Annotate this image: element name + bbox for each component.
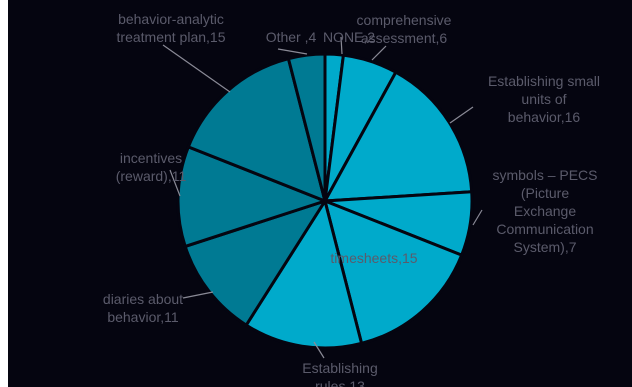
slice-label-line: comprehensive (357, 12, 452, 28)
slice-label-line: NONE,2 (323, 29, 375, 45)
slice-label-line: Other ,4 (266, 29, 317, 45)
slice-label-line: Establishing (302, 360, 378, 376)
slice-label-line: diaries about (103, 291, 183, 307)
slice-label: behavior-analytic treatment plan,15 (117, 11, 226, 45)
slice-label-line: units of (521, 91, 566, 107)
slice-label: Establishing small units of behavior,16 (488, 73, 600, 125)
leader-line (313, 341, 325, 359)
slice-label: timesheets,15 (330, 250, 417, 266)
slice-label-line: behavior,11 (107, 309, 179, 325)
pie-slices (176, 52, 474, 350)
slice-label: Other ,4 (266, 29, 317, 45)
slice-label: NONE,2 (323, 29, 375, 45)
slice-label-line: treatment plan,15 (117, 29, 226, 45)
slice-label-line: (Picture (521, 185, 569, 201)
leader-line (371, 45, 387, 61)
leader-line (182, 291, 214, 299)
slice-label-line: System),7 (513, 239, 576, 255)
pie-slice (323, 199, 464, 345)
leader-lines (162, 36, 483, 359)
leader-line (472, 209, 483, 226)
slice-label-line: rules,13 (315, 378, 365, 387)
slice-label-line: Communication (496, 221, 593, 237)
pie-slice (323, 70, 474, 203)
slice-label: comprehensive assessment,6 (357, 12, 452, 46)
slice-label-line: symbols – PECS (492, 167, 597, 183)
slice-label-line: timesheets,15 (330, 250, 417, 266)
leader-line (162, 44, 231, 93)
leader-line (169, 169, 181, 197)
pie-slice (183, 199, 327, 327)
slice-label: symbols – PECS (Picture Exchange Communicat… (492, 167, 597, 255)
slice-label-line: (reward),11 (116, 168, 187, 184)
slice-label-line: incentives (120, 150, 182, 166)
slice-label-line: behavior-analytic (118, 11, 224, 27)
slice-label-line: Establishing small (488, 73, 600, 89)
slice-label-line: behavior,16 (508, 109, 581, 125)
leader-line (449, 106, 474, 124)
slice-label-line: Exchange (514, 203, 576, 219)
leader-line (340, 36, 343, 55)
slice-label-line: assessment,6 (361, 30, 448, 46)
leader-line (277, 48, 308, 55)
slice-label: incentives (reward),11 (116, 150, 187, 184)
slice-label: diaries about behavior,11 (103, 291, 183, 325)
pie-slice (176, 145, 327, 248)
pie-slice (286, 52, 327, 203)
pie-slice (244, 199, 364, 350)
slice-label: Establishing rules,13 (302, 360, 378, 387)
